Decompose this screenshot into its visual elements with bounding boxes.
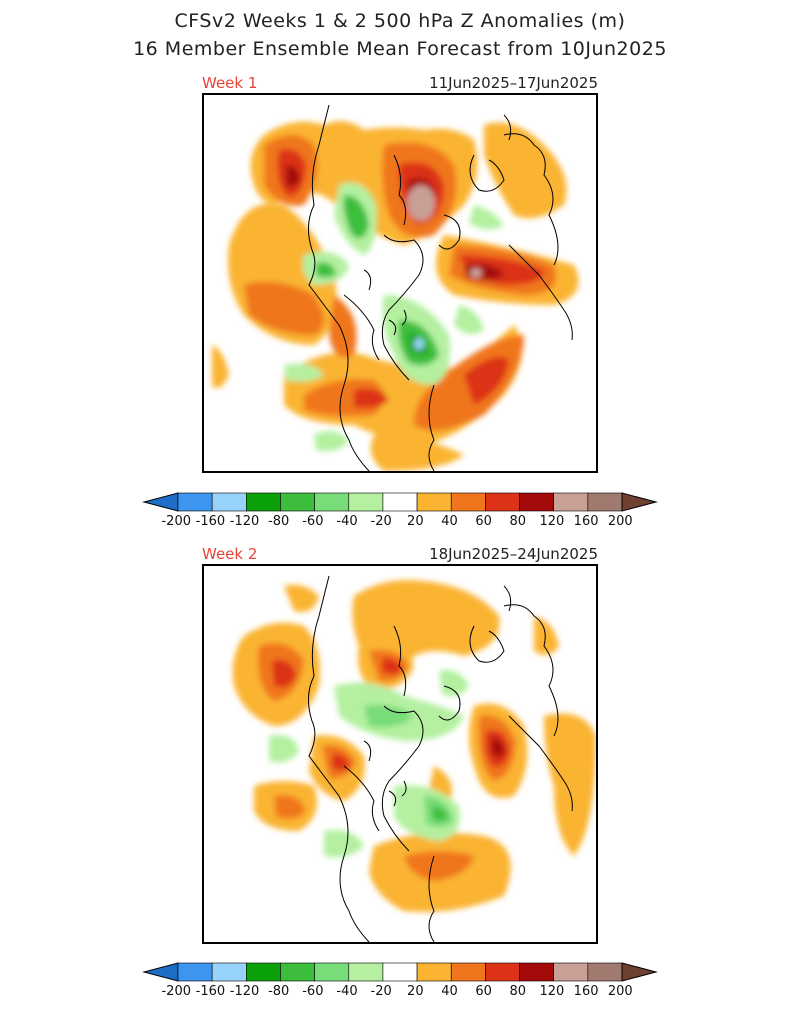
colorbar-tick-label: -160 [196,514,226,529]
colorbar-box [246,492,281,512]
colorbar-end-high [621,962,658,982]
week2-anomaly-map [202,564,598,944]
colorbar-box [519,492,554,512]
colorbar-end-low [142,962,179,982]
colorbar-tick-label: -200 [161,514,191,529]
colorbar-tick-label: 160 [574,514,599,529]
colorbar-box [587,492,623,512]
colorbar-tick-label: 20 [407,984,424,999]
colorbar-box [211,492,247,512]
colorbar-tick-label: -40 [336,984,357,999]
week1-label: Week 1 [202,74,258,92]
colorbar-box [416,962,452,982]
colorbar-tick-label: 200 [608,984,633,999]
colorbar-tick-label: -120 [230,514,260,529]
colorbar-box [348,492,384,512]
week1-anomaly-map [202,93,598,473]
week1-dates: 11Jun2025–17Jun2025 [429,74,598,92]
colorbar-tick-label: 60 [475,514,492,529]
colorbar-tick-label: -120 [230,984,260,999]
colorbar-box [519,962,554,982]
colorbar-tick-label: -60 [302,514,323,529]
colorbar-box [450,962,486,982]
colorbar-box [553,492,589,512]
chart-subtitle: 16 Member Ensemble Mean Forecast from 10… [133,38,667,60]
colorbar-box [485,962,520,982]
colorbar-box [485,492,520,512]
colorbar-box [280,492,315,512]
colorbar-tick-label: 60 [475,984,492,999]
colorbar-tick-label: 20 [407,514,424,529]
colorbar-box [246,962,281,982]
chart-title: CFSv2 Weeks 1 & 2 500 hPa Z Anomalies (m… [174,10,626,32]
colorbar-box [416,492,452,512]
colorbar-box [553,962,589,982]
colorbar-box [211,962,247,982]
colorbar-tick-label: -80 [268,514,289,529]
week2-label: Week 2 [202,545,258,563]
colorbar-tick-label: 80 [510,984,527,999]
colorbar-tick-label: -60 [302,984,323,999]
week2-dates: 18Jun2025–24Jun2025 [429,545,598,563]
colorbar-box [314,962,350,982]
colorbar-box [450,492,486,512]
colorbar-tick-label: 200 [608,514,633,529]
colorbar-box [382,962,418,982]
colorbar-box [177,962,213,982]
colorbar-tick-label: -20 [371,514,392,529]
colorbar-tick-label: -160 [196,984,226,999]
colorbar-tick-label: -80 [268,984,289,999]
colorbar-box [280,962,315,982]
week2-colorbar: -200 -160 -120 -80 -60 -40 -20 20 40 60 80 120 160 20… [0,960,800,1010]
colorbar-box [587,962,623,982]
colorbar-tick-label: 40 [441,514,458,529]
colorbar-tick-label: 120 [540,514,565,529]
colorbar-tick-label: 80 [510,514,527,529]
colorbar-tick-label: 160 [574,984,599,999]
colorbar-box [348,962,384,982]
colorbar-tick-label: 40 [441,984,458,999]
colorbar-tick-label: -40 [336,514,357,529]
colorbar-tick-label: -200 [161,984,191,999]
colorbar-box [314,492,350,512]
colorbar-end-high [621,492,658,512]
colorbar-tick-label: 120 [540,984,565,999]
colorbar-end-low [142,492,179,512]
colorbar-tick-label: -20 [371,984,392,999]
colorbar-box [177,492,213,512]
colorbar-box [382,492,418,512]
week1-colorbar: -200 -160 -120 -80 -60 -40 -20 20 40 60 80 120 160 20… [0,490,800,540]
